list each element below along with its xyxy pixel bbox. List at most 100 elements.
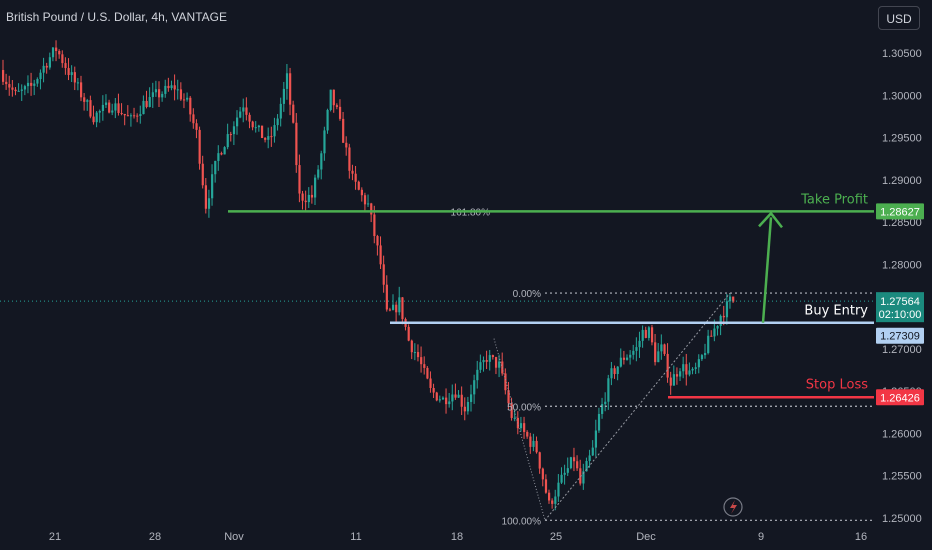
candle-body (323, 130, 326, 154)
candle-body (182, 99, 186, 101)
candle-body (694, 367, 697, 369)
candle-body (435, 392, 438, 401)
candle-body (148, 97, 151, 107)
candle-body (644, 329, 647, 338)
candle-body (73, 72, 76, 83)
fib-trend-line (544, 292, 731, 521)
candle-body (632, 350, 635, 355)
candle-body (285, 73, 289, 89)
candle-body (145, 100, 148, 107)
candle-body (370, 203, 373, 215)
candle-body (529, 436, 532, 447)
candle-body (401, 297, 404, 320)
candle-body (189, 97, 192, 115)
candle-body (292, 104, 295, 123)
fib-level-label: 161.80% (451, 207, 491, 218)
candle-body (448, 401, 451, 405)
candle-body (607, 378, 610, 402)
last-price-text: 1.27564 (880, 296, 920, 308)
candle-body (682, 364, 685, 372)
candle-body (679, 371, 682, 377)
candle-body (151, 92, 154, 98)
candle-body (173, 85, 176, 90)
candle-body (672, 374, 675, 386)
candle-body (320, 153, 323, 170)
candle-body (663, 344, 666, 354)
candle-body (76, 82, 80, 84)
price-tick-label: 1.28500 (882, 217, 922, 229)
candle-body (11, 87, 14, 90)
candle-body (604, 401, 607, 405)
candle-body (167, 85, 170, 89)
candle-body (572, 457, 576, 462)
candle-body (666, 353, 669, 378)
candle-body (242, 107, 245, 112)
currency-button[interactable]: USD (878, 6, 920, 30)
candle-body (317, 169, 320, 178)
candle-body (229, 134, 232, 136)
price-tick-label: 1.29000 (882, 175, 922, 187)
price-tick-label: 1.25500 (882, 471, 922, 483)
candle-body (554, 496, 557, 504)
take-profit-label: Take Profit (800, 192, 868, 207)
buy-entry-label: Buy Entry (804, 304, 868, 319)
fib-level-label: 50.00% (507, 402, 541, 413)
target-arrow (761, 217, 773, 323)
candle-body (260, 125, 264, 138)
candle-body (83, 97, 86, 102)
last-price-tag (876, 292, 924, 323)
candle-body (51, 47, 55, 58)
candle-body (376, 236, 379, 246)
candle-body (201, 163, 204, 186)
candle-body (498, 361, 501, 368)
candle-body (622, 357, 626, 360)
candle-body (48, 57, 51, 68)
candle-body (416, 352, 420, 358)
candle-body (139, 114, 142, 117)
candle-body (245, 107, 248, 115)
time-tick-label: 16 (855, 531, 867, 543)
candle-body (407, 326, 410, 341)
target-arrow-head (758, 211, 783, 229)
lightning-icon (730, 500, 737, 514)
candle-body (251, 121, 254, 128)
take-profit-price-tag-text: 1.28627 (880, 206, 920, 218)
price-tick-label: 1.26000 (882, 428, 922, 440)
candle-body (457, 394, 460, 398)
time-tick-label: 21 (49, 531, 61, 543)
candle-body (142, 100, 145, 115)
take-profit-price-tag (876, 203, 924, 220)
candle-body (270, 136, 273, 138)
candle-body (713, 328, 716, 337)
candle-body (220, 153, 223, 155)
candle-body (510, 403, 513, 418)
candle-body (67, 68, 70, 76)
candle-body (588, 455, 591, 461)
candle-body (86, 100, 89, 102)
candle-body (58, 51, 61, 55)
candle-body (257, 125, 261, 128)
candle-body (473, 380, 476, 395)
candle-body (707, 335, 710, 354)
candle-body (14, 89, 17, 92)
candle-body (722, 315, 725, 318)
candle-body (310, 194, 314, 198)
candle-body (204, 185, 207, 209)
candle-body (544, 479, 548, 493)
candle-body (392, 304, 395, 310)
candle-body (129, 115, 133, 117)
candle-body (579, 468, 582, 484)
candle-body (438, 399, 441, 401)
buy-entry-price-tag (876, 327, 924, 344)
candle-body (133, 115, 136, 117)
candle-body (563, 472, 566, 475)
candle-body (273, 125, 276, 137)
candle-body (629, 354, 632, 358)
candle-body (585, 460, 588, 472)
candle-body (367, 203, 370, 205)
buy-entry-price-tag-text: 1.27309 (880, 331, 920, 343)
candle-body (675, 374, 679, 377)
price-tick-label: 1.30500 (882, 48, 922, 60)
candle-body (276, 118, 279, 126)
